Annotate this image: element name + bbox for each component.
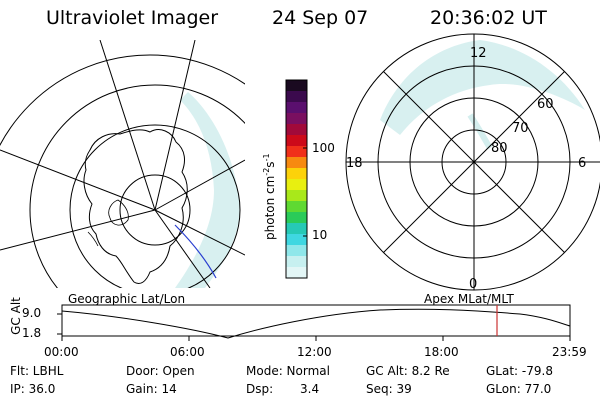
colorbar bbox=[285, 79, 308, 279]
time-label: 20:36:02 UT bbox=[430, 7, 547, 29]
timeline-plot bbox=[57, 304, 571, 341]
door-info: Door: Open bbox=[126, 364, 195, 378]
mlt-meridians bbox=[346, 34, 600, 290]
seq-info: Seq: 39 bbox=[366, 382, 412, 396]
terminator-line bbox=[174, 224, 217, 279]
filter-info: Flt: LBHL bbox=[10, 364, 64, 378]
colorbar-segment bbox=[286, 223, 307, 235]
mlat-label-60: 60 bbox=[537, 97, 554, 112]
glon-info: GLon: 77.0 bbox=[486, 382, 552, 396]
colorbar-tick-10: 10 bbox=[312, 228, 328, 242]
colorbar-segment bbox=[286, 245, 307, 257]
mlat-mlt-plot bbox=[345, 33, 600, 291]
apex-caption: Apex MLat/MLT bbox=[424, 292, 514, 306]
dsp-label: Dsp: bbox=[246, 382, 274, 396]
timeline-y-label: GC Alt bbox=[9, 297, 23, 335]
timeline-ticks bbox=[57, 313, 571, 341]
colorbar-segment bbox=[286, 190, 307, 202]
colorbar-segment bbox=[286, 168, 307, 180]
date-label: 24 Sep 07 bbox=[272, 7, 369, 29]
colorbar-segment bbox=[286, 179, 307, 191]
colorbar-segment bbox=[286, 256, 307, 268]
colorbar-segment bbox=[286, 91, 307, 103]
timeline-xtick-2359: 23:59 bbox=[552, 345, 587, 359]
lat-circle-outer bbox=[29, 84, 245, 288]
lat-circle-edge bbox=[0, 54, 245, 147]
ice-shelf-outline bbox=[108, 199, 129, 226]
mlt-label-6: 6 bbox=[578, 156, 587, 171]
colorbar-segment bbox=[286, 212, 307, 224]
colorbar-segment bbox=[286, 234, 307, 246]
mlt-label-0: 0 bbox=[469, 277, 478, 292]
mode-info: Mode: Normal bbox=[246, 364, 330, 378]
glat-info: GLat: -79.8 bbox=[486, 364, 553, 378]
colorbar-unit-label: photon cm-2s-1 bbox=[262, 153, 277, 240]
timeline-xtick-0600: 06:00 bbox=[170, 345, 205, 359]
altitude-curve bbox=[61, 308, 571, 339]
colorbar-segment bbox=[286, 157, 307, 169]
lat-circle-mid bbox=[69, 124, 241, 288]
continent-outline bbox=[83, 129, 188, 285]
colorbar-segment bbox=[286, 102, 307, 114]
geographic-caption: Geographic Lat/Lon bbox=[68, 292, 186, 306]
timeline-xtick-1800: 18:00 bbox=[424, 345, 459, 359]
mlt-label-12: 12 bbox=[470, 46, 487, 61]
colorbar-tick-100: 100 bbox=[312, 141, 335, 155]
mlt-label-18: 18 bbox=[346, 156, 363, 171]
mlat-label-70: 70 bbox=[512, 121, 529, 136]
colorbar-segment bbox=[286, 113, 307, 125]
colorbar-frame bbox=[285, 79, 308, 279]
colorbar-segment bbox=[286, 146, 307, 158]
timeline-xtick-1200: 12:00 bbox=[297, 345, 332, 359]
aurora-oval bbox=[380, 40, 585, 135]
gcalt-info: GC Alt: 8.2 Re bbox=[366, 364, 450, 378]
colorbar-segment bbox=[286, 80, 307, 92]
colorbar-segment bbox=[286, 135, 307, 147]
timeline-ytick-1: 1.8 bbox=[22, 326, 42, 340]
timeline-xtick-0000: 00:00 bbox=[44, 345, 79, 359]
aurora-haze-left bbox=[175, 92, 240, 288]
timeline-ytick-9: 9.0 bbox=[22, 306, 42, 320]
mlat-label-80: 80 bbox=[491, 141, 508, 156]
ip-info: IP: 36.0 bbox=[10, 382, 56, 396]
colorbar-segment bbox=[286, 267, 307, 279]
colorbar-segment bbox=[286, 124, 307, 136]
instrument-title: Ultraviolet Imager bbox=[46, 7, 219, 29]
geographic-map bbox=[0, 40, 245, 288]
lat-circle-inner bbox=[119, 174, 191, 246]
meridians bbox=[0, 40, 245, 288]
colorbar-segment bbox=[286, 201, 307, 213]
dsp-value: 3.4 bbox=[300, 382, 320, 396]
gain-info: Gain: 14 bbox=[126, 382, 177, 396]
